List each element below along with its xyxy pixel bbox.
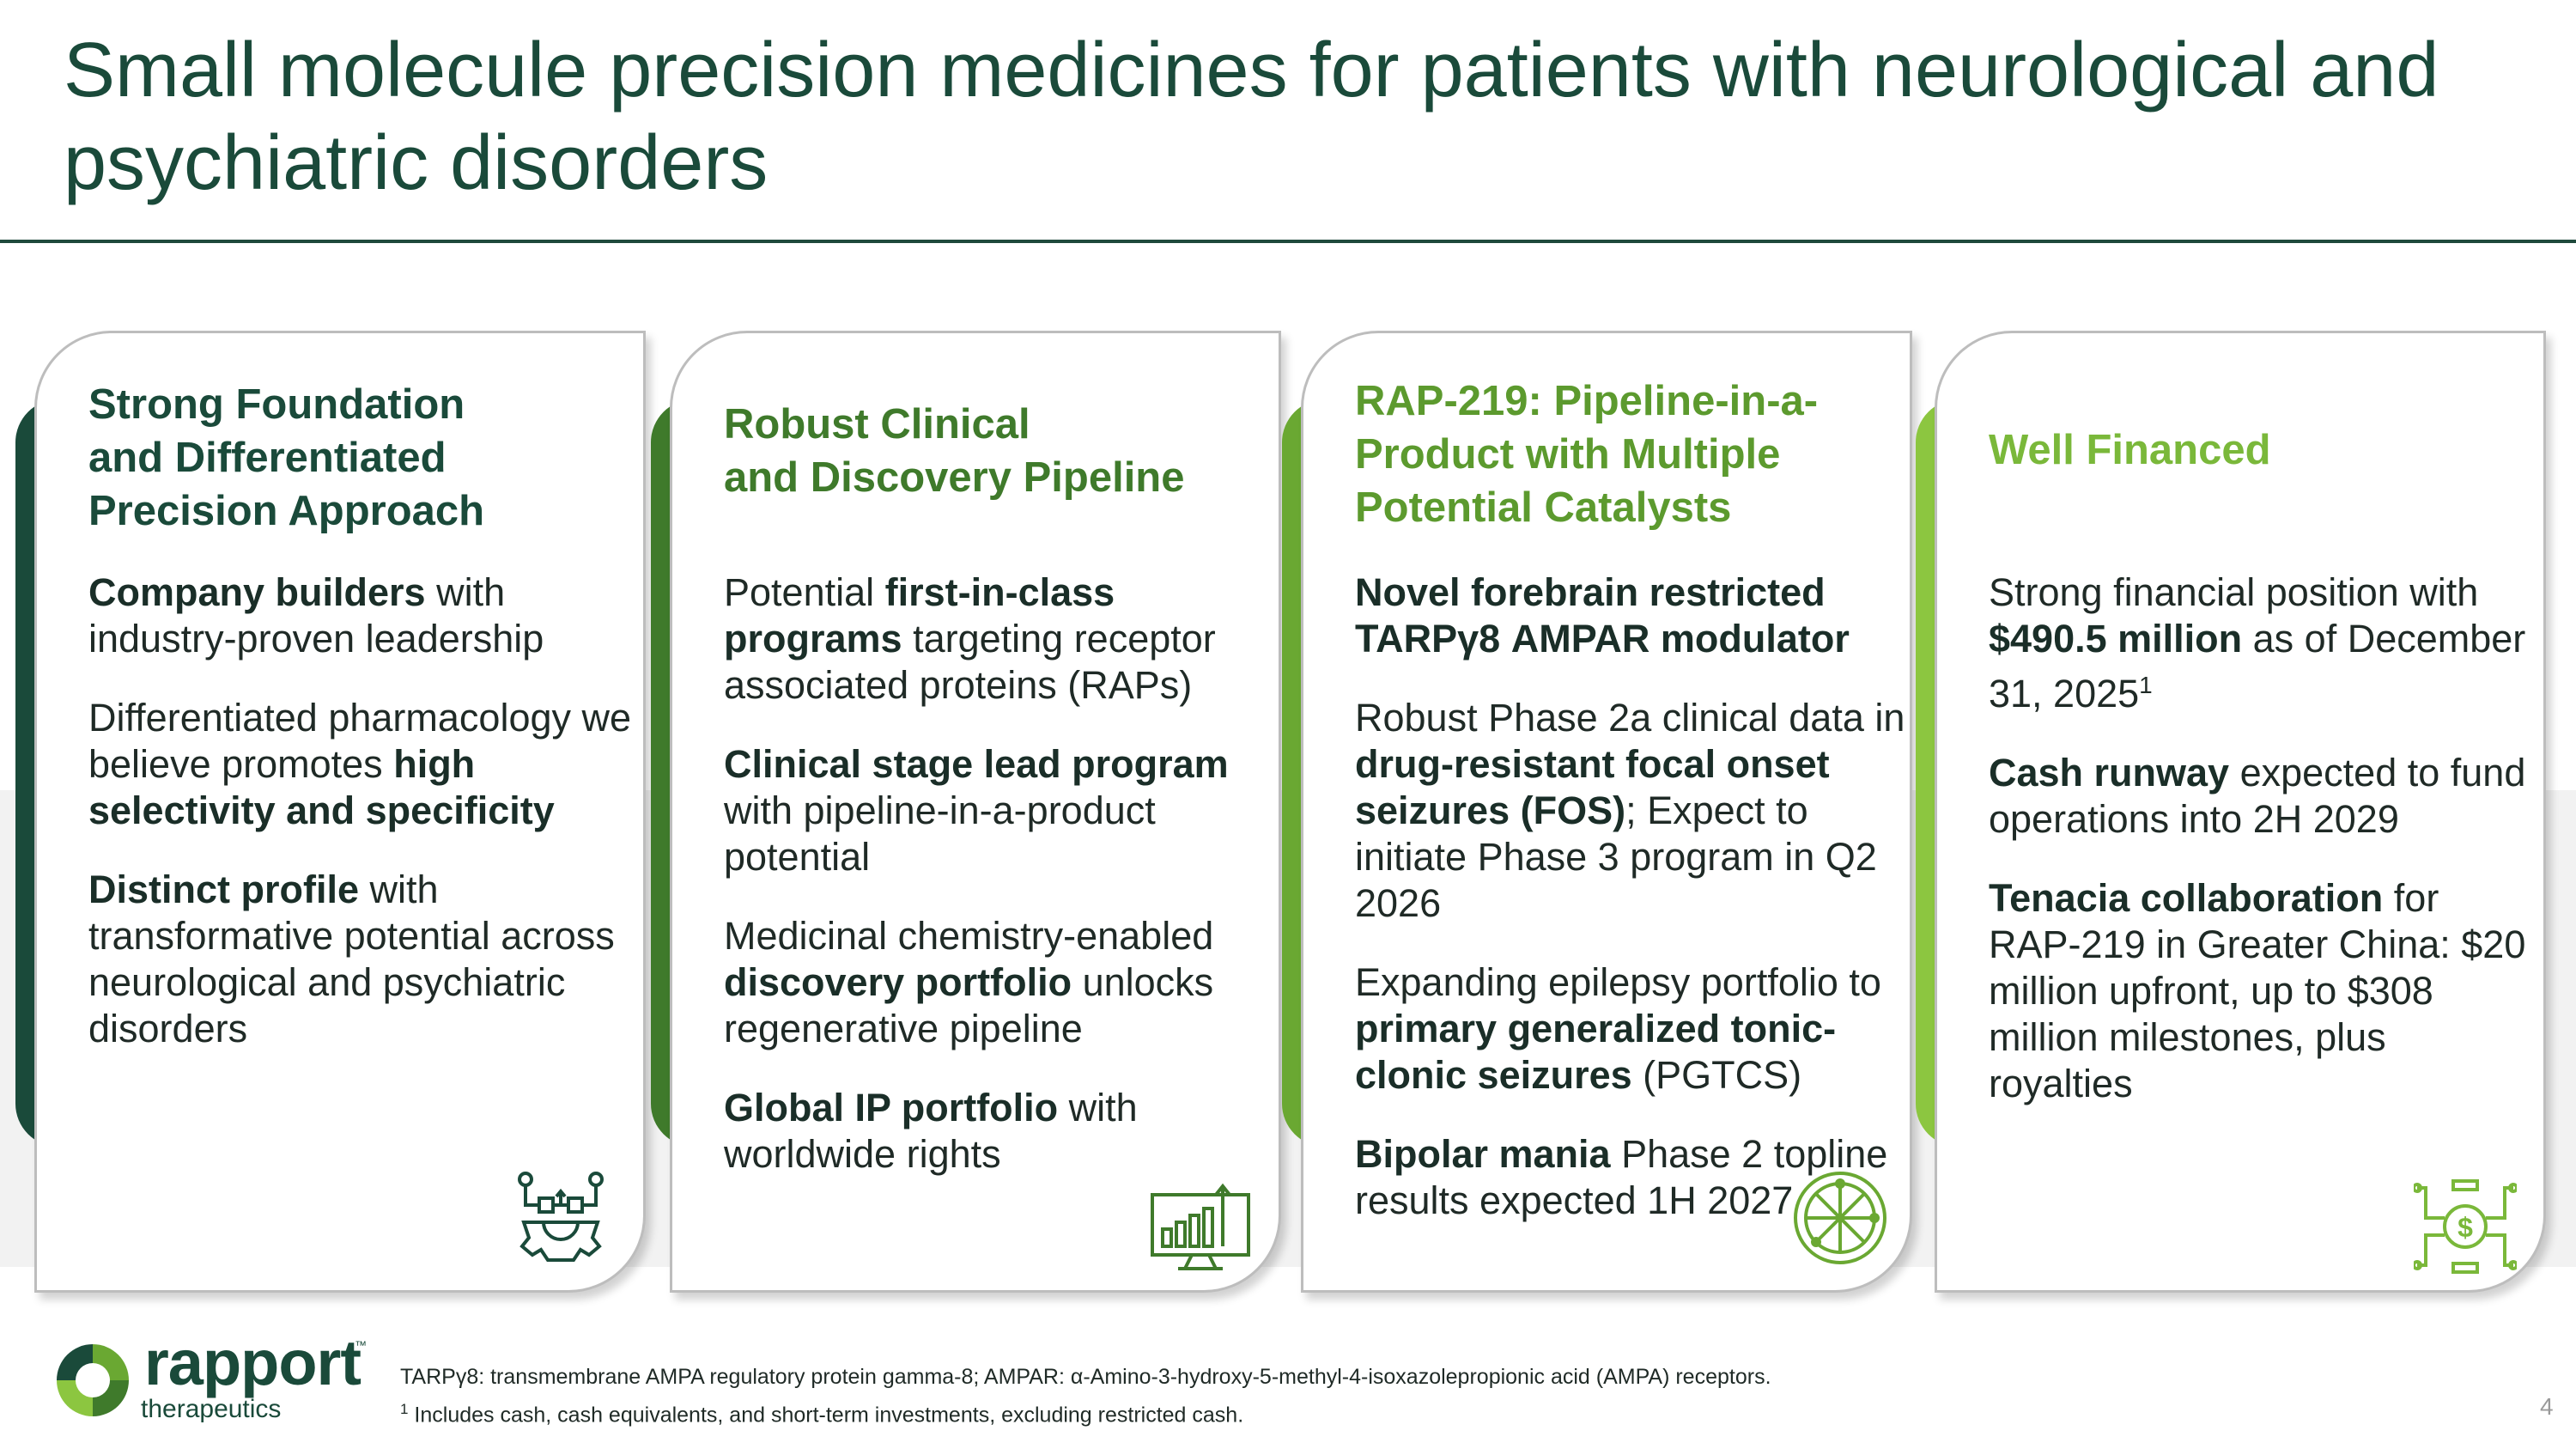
card-body: Potential first-in-class programs target… bbox=[724, 569, 1291, 1210]
card-item-emphasis: Tenacia collaboration bbox=[1989, 876, 2384, 920]
card-item-text: Phase 2 topline results expected 1H 2027 bbox=[1355, 1132, 1888, 1222]
page-title: Small molecule precision medicines for p… bbox=[64, 27, 2439, 206]
card-item-emphasis: Distinct profile bbox=[88, 868, 360, 911]
card-item: Novel forebrain restricted TARPγ8 AMPAR … bbox=[1355, 569, 1913, 662]
footnotes: TARPγ8: transmembrane AMPA regulatory pr… bbox=[400, 1361, 1771, 1431]
card-item: Medicinal chemistry-enabled discovery po… bbox=[724, 913, 1291, 1052]
card-item-text: as of December 31, 2025 bbox=[1989, 617, 2526, 715]
card-item-text: Medicinal chemistry-enabled bbox=[724, 914, 1214, 958]
card-title: Robust Clinical and Discovery Pipeline bbox=[724, 401, 1185, 501]
card-item-emphasis: Clinical stage lead program bbox=[724, 742, 1229, 786]
card-item-emphasis: Bipolar mania bbox=[1355, 1132, 1611, 1176]
logo-mark-icon bbox=[57, 1344, 129, 1416]
card-item-text: with pipeline-in-a-product potential bbox=[724, 788, 1156, 879]
card-body: Strong financial position with $490.5 mi… bbox=[1989, 569, 2538, 1140]
card-title: Well Financed bbox=[1989, 427, 2271, 473]
footnote-cash: 1 Includes cash, cash equivalents, and s… bbox=[400, 1401, 1244, 1428]
card-item-emphasis: $490.5 million bbox=[1989, 617, 2243, 661]
card-item-emphasis: first-in-class programs bbox=[724, 570, 1115, 661]
card-item: Potential first-in-class programs target… bbox=[724, 569, 1291, 709]
card-item: Company builders with industry-proven le… bbox=[88, 569, 655, 662]
card-item: Robust Phase 2a clinical data in drug-re… bbox=[1355, 695, 1913, 927]
card-item-emphasis: Cash runway bbox=[1989, 751, 2230, 795]
card-item-text: ; Expect to initiate Phase 3 program in … bbox=[1355, 788, 1877, 925]
card-item: Distinct profile with transformative pot… bbox=[88, 867, 655, 1052]
card-item-emphasis: drug-resistant focal onset seizures (FOS… bbox=[1355, 742, 1830, 832]
brain-circuit-icon bbox=[1794, 1172, 1886, 1264]
logo-wordmark: rapport bbox=[144, 1327, 361, 1398]
title-divider bbox=[0, 240, 2576, 243]
card-item: Tenacia collaboration for RAP-219 in Gre… bbox=[1989, 875, 2538, 1107]
logo-trademark: ™ bbox=[355, 1338, 367, 1352]
card-item-text: (PGTCS) bbox=[1631, 1053, 1802, 1097]
card-item: Strong financial position with $490.5 mi… bbox=[1989, 569, 2538, 717]
card-foundation: Strong Foundation and Differentiated Pre… bbox=[15, 331, 683, 1297]
card-item: Differentiated pharmacology we believe p… bbox=[88, 695, 655, 834]
card-finance: Well Financed Strong financial position … bbox=[1916, 331, 2576, 1297]
card-item-text: Robust Phase 2a clinical data in bbox=[1355, 696, 1905, 740]
dollar-circuit-icon: $ bbox=[2414, 1179, 2517, 1274]
card-item: Bipolar mania Phase 2 topline results ex… bbox=[1355, 1131, 1913, 1224]
card-item-emphasis: Company builders bbox=[88, 570, 426, 614]
card-panel: Strong Foundation and Differentiated Pre… bbox=[34, 331, 646, 1293]
company-logo: rapport ™ therapeutics bbox=[50, 1327, 368, 1428]
card-panel: Well Financed Strong financial position … bbox=[1935, 331, 2546, 1293]
card-item-text: Differentiated pharmacology we believe p… bbox=[88, 696, 632, 786]
card-item: Global IP portfolio with worldwide right… bbox=[724, 1085, 1291, 1178]
card-item-emphasis: Novel forebrain restricted TARPγ8 AMPAR … bbox=[1355, 570, 1850, 661]
footnote-abbreviations: TARPγ8: transmembrane AMPA regulatory pr… bbox=[400, 1365, 1771, 1389]
card-item: Cash runway expected to fund operations … bbox=[1989, 750, 2538, 843]
card-item-emphasis: primary generalized tonic-clonic seizure… bbox=[1355, 1007, 1837, 1097]
card-rap219: RAP-219: Pipeline-in-a- Product with Mul… bbox=[1282, 331, 1949, 1297]
card-item-text: expected to fund operations into 2H 2029 bbox=[1989, 751, 2526, 841]
card-item-text: with transformative potential across neu… bbox=[88, 868, 615, 1050]
gear-network-icon bbox=[518, 1172, 604, 1262]
card-item-text: 1 bbox=[2139, 672, 2153, 698]
card-panel: RAP-219: Pipeline-in-a- Product with Mul… bbox=[1301, 331, 1912, 1293]
card-item-text: with industry-proven leadership bbox=[88, 570, 544, 661]
card-item-text: targeting receptor associated proteins (… bbox=[724, 617, 1216, 707]
card-item-emphasis: Global IP portfolio bbox=[724, 1086, 1059, 1129]
card-item-emphasis: discovery portfolio bbox=[724, 960, 1072, 1004]
svg-text:$: $ bbox=[2458, 1212, 2473, 1243]
card-item-text: Potential bbox=[724, 570, 885, 614]
card-body: Company builders with industry-proven le… bbox=[88, 569, 655, 1085]
card-panel: Robust Clinical and Discovery Pipeline P… bbox=[670, 331, 1281, 1293]
page-number: 4 bbox=[2540, 1393, 2554, 1420]
card-item-text: Expanding epilepsy portfolio to bbox=[1355, 960, 1881, 1004]
card-item-emphasis: high selectivity and specificity bbox=[88, 742, 555, 832]
card-item: Expanding epilepsy portfolio to primary … bbox=[1355, 959, 1913, 1099]
card-pipeline: Robust Clinical and Discovery Pipeline P… bbox=[651, 331, 1318, 1297]
card-item-text: with worldwide rights bbox=[724, 1086, 1138, 1176]
bar-chart-monitor-icon bbox=[1151, 1183, 1250, 1270]
card-title: RAP-219: Pipeline-in-a- Product with Mul… bbox=[1355, 378, 1819, 531]
card-item-text: Strong financial position with bbox=[1989, 570, 2479, 614]
logo-subtitle: therapeutics bbox=[141, 1395, 282, 1423]
card-title: Strong Foundation and Differentiated Pre… bbox=[88, 381, 485, 534]
card-body: Novel forebrain restricted TARPγ8 AMPAR … bbox=[1355, 569, 1913, 1257]
card-item-text: unlocks regenerative pipeline bbox=[724, 960, 1214, 1050]
card-item: Clinical stage lead program with pipelin… bbox=[724, 741, 1291, 880]
card-item-text: for RAP-219 in Greater China: $20 millio… bbox=[1989, 876, 2526, 1105]
